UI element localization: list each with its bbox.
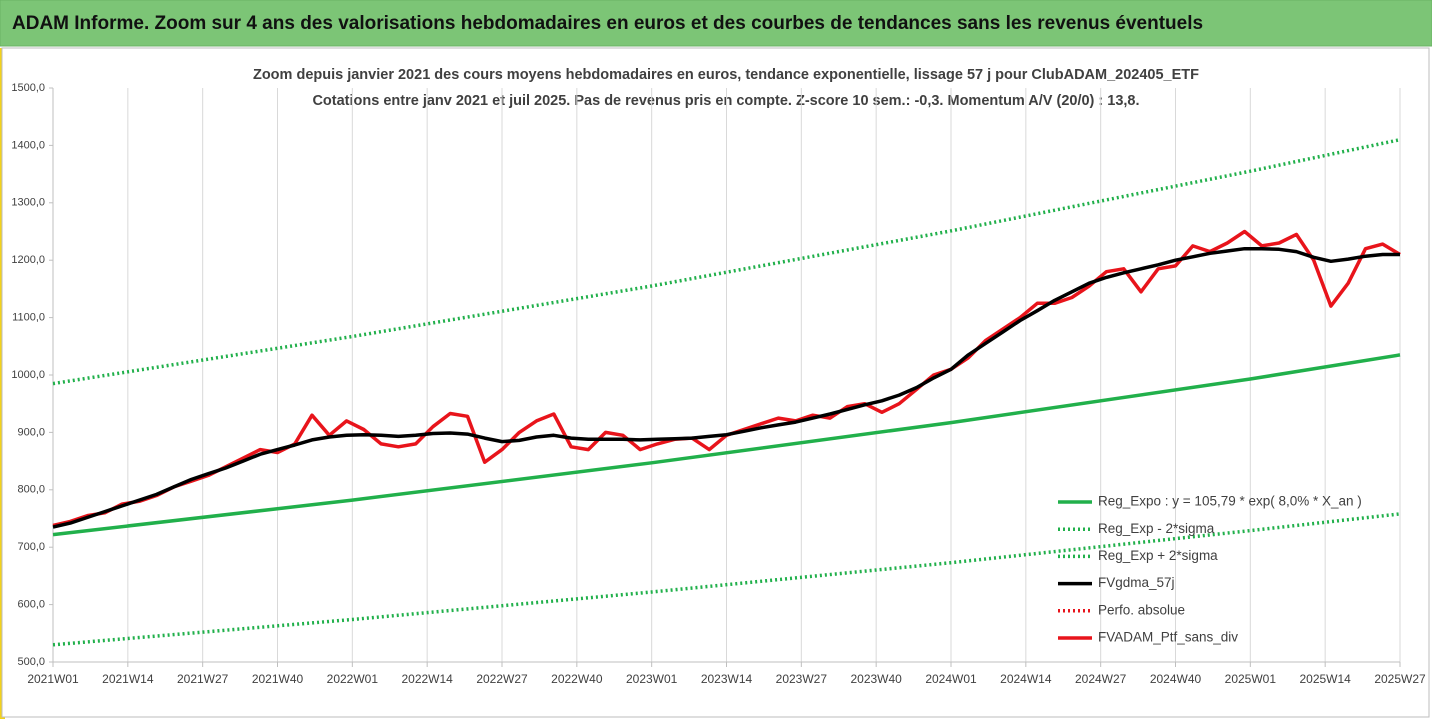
x-tick-label: 2023W01 — [626, 672, 678, 686]
x-tick-label: 2024W40 — [1150, 672, 1202, 686]
x-tick-label: 2023W14 — [701, 672, 753, 686]
y-tick-label: 1000,0 — [11, 369, 45, 381]
legend-label: FVADAM_Ptf_sans_div — [1098, 630, 1238, 645]
x-tick-label: 2025W01 — [1225, 672, 1277, 686]
x-tick-label: 2025W14 — [1299, 672, 1351, 686]
x-tick-label: 2024W27 — [1075, 672, 1127, 686]
series-line — [52, 246, 1400, 529]
y-tick-label: 700,0 — [17, 541, 45, 553]
chart-title: Zoom depuis janvier 2021 des cours moyen… — [253, 67, 1199, 83]
y-tick-label: 600,0 — [17, 599, 45, 611]
y-tick-label: 1200,0 — [11, 254, 45, 266]
x-tick-label: 2024W01 — [925, 672, 977, 686]
legend-label: Reg_Expo : y = 105,79 * exp( 8,0% * X_an… — [1098, 494, 1362, 509]
series-line — [52, 137, 1401, 386]
y-tick-label: 500,0 — [17, 656, 45, 668]
legend-label: Reg_Exp - 2*sigma — [1098, 521, 1215, 536]
x-tick-label: 2021W40 — [252, 672, 304, 686]
x-tick-label: 2025W27 — [1374, 672, 1426, 686]
y-tick-label: 1400,0 — [11, 139, 45, 151]
y-tick-label: 1500,0 — [11, 82, 45, 94]
header-title: ADAM Informe. Zoom sur 4 ans des valoris… — [12, 13, 1203, 34]
y-tick-label: 1100,0 — [12, 312, 45, 324]
y-tick-label: 800,0 — [17, 484, 45, 496]
y-tick-label: 900,0 — [17, 426, 45, 438]
legend-label: FVgdma_57j — [1098, 575, 1175, 590]
x-tick-label: 2023W27 — [776, 672, 828, 686]
x-tick-label: 2024W14 — [1000, 672, 1052, 686]
x-tick-label: 2023W40 — [850, 672, 902, 686]
x-tick-label: 2022W27 — [476, 672, 528, 686]
series-line — [52, 512, 1401, 647]
series-line — [52, 353, 1401, 537]
legend-label: Reg_Exp + 2*sigma — [1098, 548, 1218, 563]
x-tick-label: 2022W14 — [401, 672, 453, 686]
legend-label: Perfo. absolue — [1098, 602, 1185, 617]
x-tick-label: 2021W01 — [27, 672, 79, 686]
x-tick-label: 2022W40 — [551, 672, 603, 686]
x-tick-label: 2021W27 — [177, 672, 229, 686]
y-tick-label: 1300,0 — [11, 197, 45, 209]
chart-frame — [1, 47, 1430, 718]
header-bar — [0, 0, 1432, 47]
x-tick-label: 2021W14 — [102, 672, 154, 686]
x-tick-label: 2022W01 — [327, 672, 379, 686]
